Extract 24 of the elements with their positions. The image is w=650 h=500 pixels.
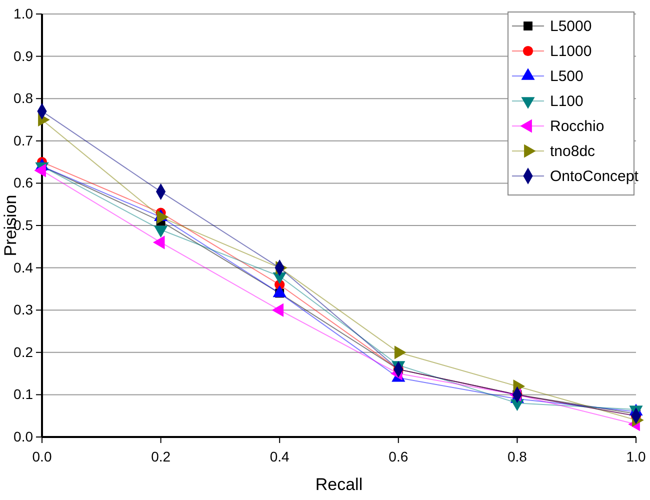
legend-label: L1000	[550, 43, 592, 60]
y-tick-label: 0.0	[14, 428, 34, 444]
x-axis-title: Recall	[315, 475, 363, 494]
y-tick-label: 0.3	[14, 302, 34, 318]
x-tick-label: 0.2	[151, 448, 171, 464]
y-tick-label: 0.6	[14, 174, 34, 191]
y-tick-label: 0.8	[14, 90, 34, 106]
x-tick-label: 0.0	[32, 448, 52, 464]
legend-label: OntoConcept	[550, 168, 640, 185]
y-tick-label: 0.9	[14, 48, 34, 64]
y-tick-label: 1.0	[14, 5, 34, 22]
x-tick-label: 0.8	[507, 448, 528, 464]
x-tick-label: 1.0	[626, 448, 646, 464]
y-tick-label: 0.1	[14, 386, 34, 402]
x-tick-label: 0.4	[270, 448, 290, 464]
legend-label: L5000	[550, 18, 592, 35]
x-tick-label: 0.6	[388, 448, 408, 464]
legend-label: tno8dc	[550, 143, 596, 160]
y-tick-label: 0.2	[14, 344, 34, 360]
legend-label: L500	[550, 68, 584, 85]
legend-label: L100	[550, 93, 584, 110]
legend-label: Rocchio	[550, 118, 604, 135]
y-tick-label: 0.4	[14, 259, 34, 276]
y-tick-label: 0.7	[14, 132, 34, 148]
